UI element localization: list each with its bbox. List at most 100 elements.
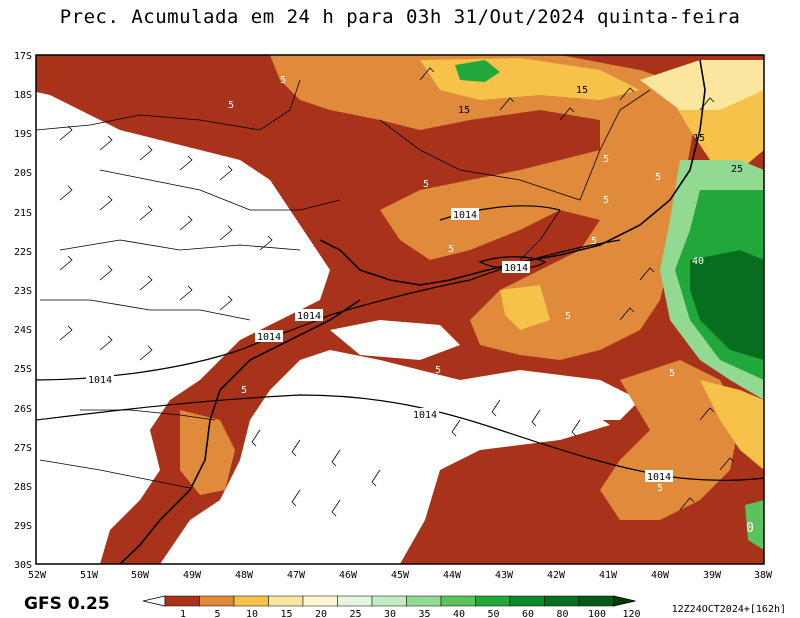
precip-band-5-10-west [180,410,235,495]
legend-arrow-right [613,595,636,607]
longitude-label: 52W [28,570,47,581]
precip-band-10-15-coast [700,380,764,470]
legend-level-label: 1 [180,609,186,618]
map-title: Prec. Acumulada em 24 h para 03h 31/Out/… [59,6,741,28]
legend-swatch [233,595,269,607]
precip-label: 15 [576,85,588,96]
legend-level-label: 60 [522,609,534,618]
svg-text:1014: 1014 [504,263,528,274]
latitude-label: 29S [14,521,32,532]
legend-level-label: 25 [349,609,361,618]
longitude-label: 48W [235,570,254,581]
legend-swatch [440,595,476,607]
wind-barbs [59,67,735,517]
precip-label: 5 [448,244,454,255]
latitude-label: 18S [14,90,32,101]
precip-label: 5 [603,195,609,206]
precip-legend: 1 5 10 15 20 25 30 35 40 50 60 80 100 120 [142,595,641,618]
legend-swatch [578,595,614,607]
legend-swatch [475,595,511,607]
latitude-label: 23S [14,286,32,297]
state-borders [36,79,651,489]
latitude-label: 30S [14,560,32,571]
isobar-label: 1014 [86,373,114,386]
precip-label: 5 [280,75,286,86]
isobar-label: 1014 [645,470,673,483]
precip-label: 25 [731,164,743,175]
legend-level-label: 80 [556,609,568,618]
legend-level-label: 5 [214,609,220,618]
longitude-label: 47W [287,570,306,581]
precip-label: 5 [241,385,247,396]
precip-label: 5 [565,311,571,322]
svg-text:1014: 1014 [453,210,477,221]
legend-level-label: 40 [453,609,465,618]
isobar-label: 1014 [451,208,479,221]
precip-field [36,55,764,564]
precip-label: 15 [693,133,705,144]
precip-label: 5 [603,154,609,165]
longitude-label: 40W [651,570,670,581]
longitude-label: 38W [754,570,773,581]
latitude-label: 26S [14,404,32,415]
precip-band-60-100 [690,250,764,360]
legend-swatch [268,595,304,607]
longitude-label: 43W [495,570,514,581]
latitude-label: 25S [14,364,32,375]
svg-text:1014: 1014 [413,410,437,421]
precip-label: 5 [669,368,675,379]
precip-label: 5 [228,100,234,111]
precip-label: 15 [458,105,470,116]
latitude-label: 22S [14,247,32,258]
isobar-label: 1014 [295,309,323,322]
latitude-label: 28S [14,482,32,493]
precip-band-green-southeast [745,500,764,550]
precip-label: 5 [657,483,663,494]
legend-swatch [509,595,545,607]
legend-swatch [544,595,580,607]
longitude-label: 50W [131,570,150,581]
dry-area-south [240,380,610,564]
precip-band-green-north [455,60,500,82]
legend-swatch [337,595,373,607]
precip-band-5-10 [270,55,700,360]
longitude-label: 45W [391,570,410,581]
svg-text:1014: 1014 [257,332,281,343]
precip-label: 40 [692,256,704,267]
precip-label: 5 [591,236,597,247]
precip-label: 5 [435,365,441,376]
longitude-label: 51W [80,570,99,581]
dry-area-ocean-strip [330,320,460,360]
latitude-label: 24S [14,325,32,336]
map-frame [35,54,765,565]
coastline [119,59,706,564]
legend-swatch [302,595,338,607]
longitude-label: 39W [703,570,722,581]
latitude-label: 19S [14,129,32,140]
legend-level-label: 50 [487,609,499,618]
latitude-label: 27S [14,443,32,454]
precip-band-15-20 [640,60,764,110]
precip-label: 5 [655,172,661,183]
latitude-label: 20S [14,168,32,179]
legend-level-label: 20 [315,609,327,618]
legend-level-label: 100 [588,609,606,618]
legend-level-label: 120 [622,609,640,618]
longitude-label: 46W [339,570,358,581]
longitude-label: 41W [599,570,618,581]
legend-level-label: 35 [418,609,430,618]
legend-swatch [371,595,407,607]
precip-label: 5 [423,179,429,190]
legend-swatch [199,595,235,607]
isobar-label: 1014 [411,408,439,421]
legend-level-label: 30 [384,609,396,618]
legend-level-label: 15 [280,609,292,618]
longitude-label: 44W [443,570,462,581]
model-label: GFS 0.25 [24,594,110,614]
legend-swatch [164,595,200,607]
contour-labels: 1014 1014 1014 1014 1014 1014 1014 5 5 5… [86,75,754,536]
longitude-label: 49W [183,570,202,581]
latitude-axis: 17S 18S 19S 20S 21S 22S 23S 24S 25S 26S … [14,51,32,571]
isobar-label: 1014 [502,261,530,274]
